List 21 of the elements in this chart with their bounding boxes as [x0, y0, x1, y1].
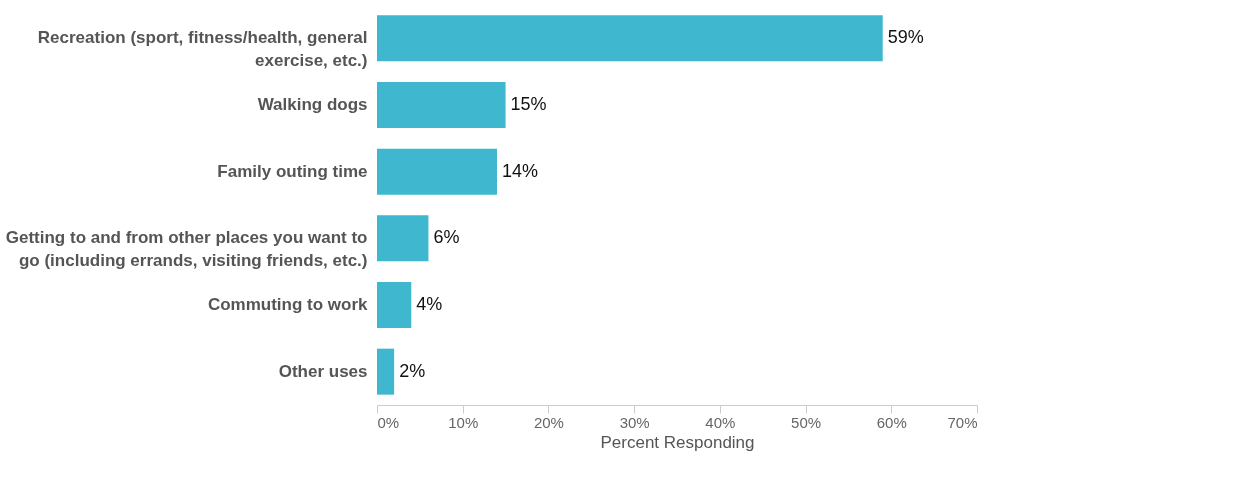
y-tick-label: Getting to and from other places you want to go (including errands, visiting friends, etc.) — [5, 228, 368, 271]
data-label: 4% — [416, 294, 443, 314]
x-tick-label: 40% — [705, 413, 736, 431]
x-tick-label: 0% — [377, 413, 400, 431]
y-tick-label: Commuting to work — [207, 295, 369, 314]
x-tick-label: 20% — [533, 413, 564, 431]
x-tick-label: 60% — [876, 413, 907, 431]
x-axis-title: Percent Responding — [600, 432, 755, 452]
x-tick-label: 10% — [448, 413, 479, 431]
data-label: 6% — [433, 227, 460, 248]
data-label: 15% — [510, 94, 547, 114]
x-tick-label: 70% — [947, 413, 978, 431]
x-tick-label: 30% — [619, 413, 650, 431]
x-tick-label: 50% — [791, 413, 822, 431]
data-label: 59% — [887, 27, 924, 48]
y-tick-label: Family outing time — [217, 161, 368, 181]
y-tick-label: Other uses — [278, 361, 368, 381]
data-label: 2% — [399, 360, 426, 381]
y-tick-label: Walking dogs — [257, 95, 368, 114]
data-label: 14% — [502, 160, 539, 181]
y-tick-label: Recreation (sport, fitness/health, general exercise, etc.) — [37, 28, 368, 71]
